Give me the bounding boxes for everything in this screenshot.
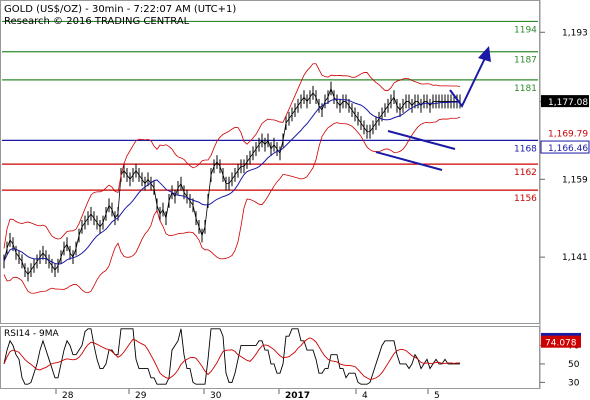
x-tick-label: 4 [362,391,368,400]
rsi-panel-title: RSI14 - 9MA [4,329,60,339]
level-label-1162: 1162 [514,168,537,178]
level-label-1181: 1181 [514,84,537,94]
upper-band-line [3,63,461,249]
flag-upper-line [387,130,456,150]
level-label-1168: 1168 [514,144,537,154]
last-price-tag: 1,177.08 [548,98,588,108]
flag-lower-line [375,151,443,171]
x-tick-label: 30 [210,391,222,400]
rsi-line [3,328,460,385]
mid-band-tag: 1,166.46 [548,144,588,154]
x-tick-label: 2017 [285,391,310,400]
level-label-1194: 1194 [514,25,537,35]
chart-subtitle: Research © 2016 TRADING CENTRAL [4,16,190,27]
last-price-tag-box [541,95,589,108]
price-panel-frame [0,0,540,324]
upper-band-tag: 1,169.79 [548,130,588,140]
level-lines: 1194 1187 1181 1168 1162 1156 [2,20,538,204]
level-label-1156: 1156 [514,194,537,204]
x-tick-label: 5 [434,391,440,400]
x-tick-label: 28 [62,391,74,400]
rsi-ma-value-tag-box [541,335,581,348]
price-line [3,87,460,276]
price-series [3,46,491,294]
x-tick-label: 29 [135,391,147,400]
axes: 1,1411,1591,1771,1931,177.081,169.791,16… [55,28,590,400]
price-tick-label: 1,141 [562,253,588,263]
price-tick-label: 1,193 [562,28,588,38]
rsi-ma-line [3,337,460,380]
lower-band-line [3,116,461,294]
level-label-1187: 1187 [514,56,537,66]
upper-band-tag-box [541,126,589,139]
rsi-ma-value-tag: 74.078 [545,339,577,349]
moving-average-line [3,98,461,265]
projection-arrow [449,55,487,108]
price-tick-label: 1,159 [562,175,588,185]
rsi-tick-label: 30 [568,378,580,388]
rsi-series [3,328,460,385]
chart-title: GOLD (US$/OZ) - 30min - 7:22:07 AM (UTC+… [4,4,236,15]
mid-band-tag-box [540,140,590,154]
rsi-tick-label: 50 [568,360,580,370]
projection-arrowhead [478,46,491,62]
